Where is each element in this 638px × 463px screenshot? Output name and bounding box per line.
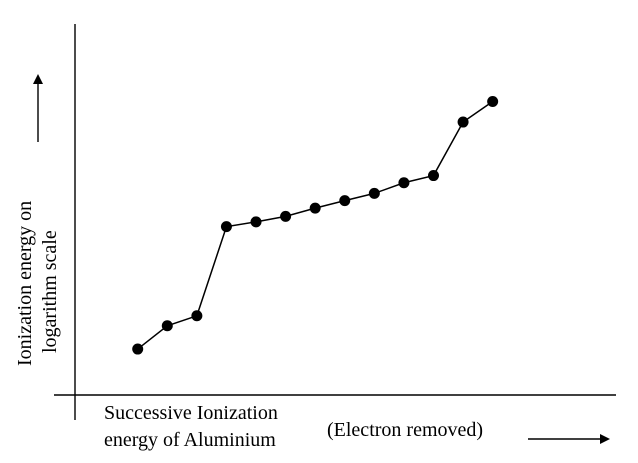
x-axis-label-line-1: Successive Ionization xyxy=(104,402,278,424)
data-point-10 xyxy=(398,177,410,189)
data-point-13 xyxy=(487,95,499,107)
data-point-3 xyxy=(191,310,203,322)
axes xyxy=(54,24,616,420)
data-point-4 xyxy=(220,221,232,233)
data-point-2 xyxy=(161,320,173,332)
y-axis-label-line-1: Ionization energy on xyxy=(14,201,36,366)
series-line xyxy=(137,100,494,350)
data-points xyxy=(132,95,499,355)
data-point-8 xyxy=(339,195,351,207)
data-point-6 xyxy=(280,210,292,222)
y-axis-label-line-2: logarithm scale xyxy=(39,230,61,353)
data-point-9 xyxy=(368,187,380,199)
data-point-5 xyxy=(250,216,262,228)
data-point-7 xyxy=(309,202,321,214)
x-axis-label-line-2: energy of Aluminium xyxy=(104,429,276,451)
data-point-11 xyxy=(428,170,439,182)
data-point-12 xyxy=(457,116,469,128)
x-axis-label-secondary: (Electron removed) xyxy=(327,419,483,441)
data-point-1 xyxy=(132,343,144,355)
